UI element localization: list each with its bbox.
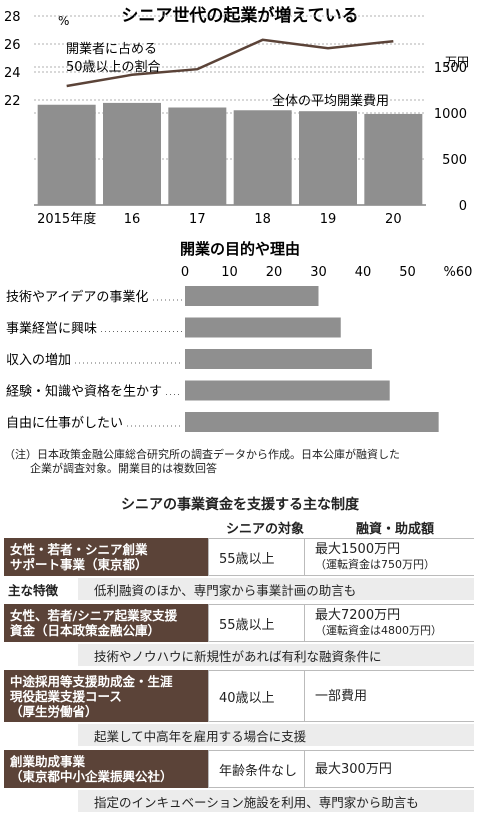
right-tick-label: 1500 xyxy=(434,61,467,76)
program-name-line: 女性、若者/シニア起業家支援 xyxy=(10,608,178,623)
left-tick-label: 28 xyxy=(4,10,21,25)
header-target: シニアの対象 xyxy=(226,522,305,537)
program-name-line: サポート事業（東京都） xyxy=(10,557,148,572)
reason-label-1: 事業経営に興味 xyxy=(6,321,97,337)
amount: 最大300万円 xyxy=(304,750,474,788)
program-name-line: 創業助成事業 xyxy=(10,754,86,769)
program-name-line: 現役起業支援コース xyxy=(10,688,122,704)
x-tick-label: 2015年度 xyxy=(37,211,96,227)
right-tick-label: 500 xyxy=(442,153,467,168)
reason-bar-1 xyxy=(185,317,341,338)
program-row: 中途採用等支援助成金・生涯 現役起業支援コース （厚生労働省） 40歳以上 一部費用 xyxy=(4,670,474,722)
reason-label-3: 経験・知識や資格を生かす xyxy=(6,384,162,400)
amount-value: 一部費用 xyxy=(315,688,368,704)
line-series-label-2: 50歳以上の割合 xyxy=(66,59,161,75)
target-age: 年齢条件なし xyxy=(208,750,304,788)
x-tick-label: 20 xyxy=(266,265,283,280)
right-tick-label: 1000 xyxy=(434,107,467,122)
reason-bar-0 xyxy=(185,286,319,306)
right-axis-unit: 万円 xyxy=(445,55,469,69)
reason-label-2: 収入の増加 xyxy=(6,353,71,368)
support-programs-table: シニアの対象 融資・助成額 女性・若者・シニア創業 サポート事業（東京都） 55歳以… xyxy=(4,512,474,816)
bar-series-label: 全体の平均開業費用 xyxy=(272,93,389,109)
cost-bar-1 xyxy=(103,102,161,205)
amount-value: 最大1500万円 xyxy=(315,542,401,557)
cost-bar-0 xyxy=(37,104,96,205)
x-tick-label: 18 xyxy=(254,212,271,227)
left-tick-label: 24 xyxy=(4,66,21,81)
cost-bar-2 xyxy=(168,107,227,205)
program-name-line: 女性・若者・シニア創業 xyxy=(10,542,148,557)
feature-text: 起業して中高年を雇用する場合に支援 xyxy=(78,724,474,746)
feature-row: 技術やノウハウに新規性があれば有利な融資条件に xyxy=(4,644,474,666)
reason-label-4: 自由に仕事がしたい xyxy=(6,416,123,431)
chart2-title: 開業の目的や理由 xyxy=(180,240,300,258)
feature-text: 低利融資のほか、専門家から事業計画の助言も xyxy=(78,578,474,600)
x-tick-label: 10 xyxy=(221,265,238,280)
program-name: 女性、若者/シニア起業家支援 資金（日本政策金融公庫） xyxy=(4,604,208,642)
chart1-title: シニア世代の起業が増えている xyxy=(121,5,358,26)
x-tick-label: 19 xyxy=(320,212,337,227)
x-tick-label: 40 xyxy=(355,265,372,280)
x-tick-label: 17 xyxy=(189,212,206,227)
left-tick-label: 22 xyxy=(4,94,21,109)
age-share-line xyxy=(66,38,394,88)
table-title: シニアの事業資金を支援する主な制度 xyxy=(121,497,359,513)
amount-note: （運転資金は750万円） xyxy=(315,558,435,571)
amount: 最大7200万円 （運転資金は4800万円） xyxy=(304,604,474,642)
amount-note: （運転資金は4800万円） xyxy=(315,624,442,637)
program-row: 女性、若者/シニア起業家支援 資金（日本政策金融公庫） 55歳以上 最大7200万円（… xyxy=(4,604,474,642)
feature-text: 技術やノウハウに新規性があれば有利な融資条件に xyxy=(78,644,474,666)
program-name: 創業助成事業 （東京都中小企業振興公社） xyxy=(4,750,208,788)
program-row: 女性・若者・シニア創業 サポート事業（東京都） 55歳以上 最大1500万円 （運転資金… xyxy=(4,538,474,576)
reason-bar-2 xyxy=(185,349,372,369)
program-row: 創業助成事業 （東京都中小企業振興公社） 年齢条件なし 最大300万円 xyxy=(4,750,474,788)
program-name-line: 中途採用等支援助成金・生涯 xyxy=(10,673,173,689)
program-name-line: （厚生労働省） xyxy=(10,703,98,719)
x-tick-label: 20 xyxy=(385,212,402,227)
feature-row: 主な特徴 低利融資のほか、専門家から事業計画の助言も xyxy=(4,578,474,600)
reason-bar-3 xyxy=(185,380,390,401)
cost-bar-5 xyxy=(364,113,423,205)
line-series-label-1: 開業者に占める xyxy=(66,41,157,57)
feature-row: 指定のインキュベーション施設を利用、専門家から助言も xyxy=(4,790,474,812)
cost-bar-4 xyxy=(299,111,357,205)
header-amount: 融資・助成額 xyxy=(356,522,435,537)
startup-reasons-chart: 開業の目的や理由 0 10 20 30 40 50 %60 技術やアイデアの事業化事業経営に… xyxy=(6,240,473,432)
right-tick-label: 0 xyxy=(459,199,467,214)
feature-row: 起業して中高年を雇用する場合に支援 xyxy=(4,724,474,746)
footnote-line-2: 企業が調査対象。開業目的は複数回答 xyxy=(30,462,217,475)
footnote: （注）日本政策金融公庫総合研究所の調査データから作成。日本公庫が融資した 企業が… xyxy=(4,448,474,476)
cost-bar-3 xyxy=(233,110,292,205)
target-age: 40歳以上 xyxy=(208,670,304,722)
program-name: 女性・若者・シニア創業 サポート事業（東京都） xyxy=(4,538,208,576)
feature-label: 主な特徴 xyxy=(8,582,59,598)
x-tick-label: 0 xyxy=(181,265,189,280)
footnote-line-1: （注）日本政策金融公庫総合研究所の調査データから作成。日本公庫が融資した xyxy=(4,448,400,461)
x-tick-label: %60 xyxy=(444,265,473,280)
target-age: 55歳以上 xyxy=(208,538,304,576)
reason-label-0: 技術やアイデアの事業化 xyxy=(6,289,148,305)
reason-bar-4 xyxy=(185,412,439,432)
amount: 一部費用 xyxy=(304,670,474,722)
left-tick-label: 26 xyxy=(4,38,21,53)
startup-trend-chart: シニア世代の起業が増えている % 万円 22 24 26 28 0 500 1000 1500… xyxy=(4,5,469,227)
program-name-line: 資金（日本政策金融公庫） xyxy=(10,623,161,638)
amount-value: 最大300万円 xyxy=(315,761,392,777)
target-age: 55歳以上 xyxy=(208,604,304,642)
x-tick-label: 50 xyxy=(399,265,416,280)
x-tick-label: 16 xyxy=(124,212,141,227)
feature-text: 指定のインキュベーション施設を利用、専門家から助言も xyxy=(78,790,474,812)
amount-value: 最大7200万円 xyxy=(315,608,401,623)
table-header: シニアの対象 融資・助成額 xyxy=(4,512,474,538)
x-tick-label: 30 xyxy=(310,265,327,280)
left-axis-unit: % xyxy=(58,14,69,28)
program-name-line: （東京都中小企業振興公社） xyxy=(10,769,173,784)
amount: 最大1500万円 （運転資金は750万円） xyxy=(304,538,474,576)
program-name: 中途採用等支援助成金・生涯 現役起業支援コース （厚生労働省） xyxy=(4,670,208,722)
